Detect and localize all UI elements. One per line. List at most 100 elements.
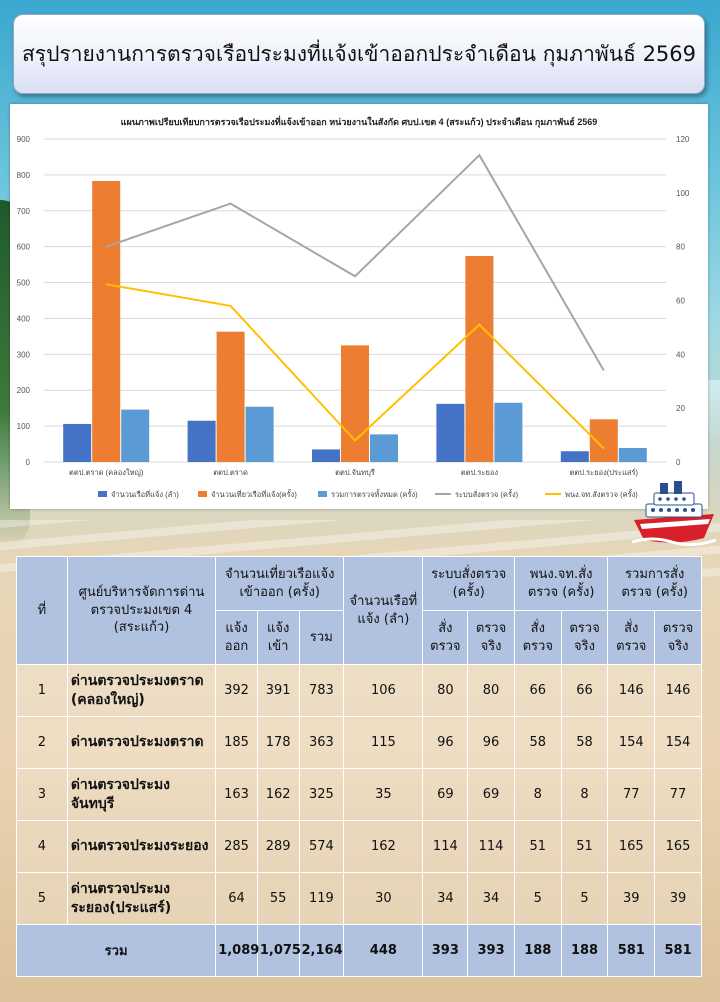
row-officer-ordered: 51 [513,820,562,873]
row-total-actual: 39 [654,872,702,925]
table-row: 2 ด่านตรวจประมงตราด 185 178 363 115 96 9… [16,716,702,769]
header-total-ordered: สั่งตรวจ [607,610,656,665]
header-boats: จำนวนเรือที่แจ้ง (ลำ) [343,556,424,665]
right-axis-tick-label: 40 [676,350,685,359]
row-officer-actual: 51 [560,820,609,873]
bar [618,448,647,462]
header-center: ศูนย์บริหารจัดการด่านตรวจประมงเขต 4 (สระ… [66,556,217,665]
bar [436,403,465,462]
total-system-actual: 393 [467,924,515,977]
row-officer-actual: 66 [560,664,609,717]
header-trips-total: รวม [298,610,345,665]
row-no: 2 [16,716,68,769]
row-system-ordered: 34 [422,872,469,925]
row-in: 55 [256,872,300,925]
row-out: 185 [215,716,258,769]
row-total: 119 [298,872,345,925]
row-system-ordered: 69 [422,768,469,821]
legend-swatch [198,491,207,497]
header-officer-ordered: สั่งตรวจ [513,610,562,665]
row-total-actual: 146 [654,664,702,717]
row-total: 783 [298,664,345,717]
bar [121,409,150,462]
row-no: 5 [16,872,68,925]
row-name: ด่านตรวจประมงจันทบุรี [66,768,217,821]
header-system-ordered: สั่งตรวจ [422,610,469,665]
row-system-ordered: 80 [422,664,469,717]
total-in: 1,075 [256,924,301,977]
left-axis-tick-label: 100 [17,422,31,431]
left-axis-tick-label: 700 [17,207,31,216]
row-boats: 162 [343,820,424,873]
row-boats: 115 [343,716,424,769]
total-total-ordered: 581 [607,924,656,977]
row-total-actual: 77 [654,768,702,821]
total-officer-ordered: 188 [513,924,562,977]
header-no: ที่ [16,556,68,665]
bar [216,331,245,462]
bar [589,419,618,462]
bar [370,434,398,462]
row-out: 285 [215,820,258,873]
bar [187,420,216,462]
header-total-orders: รวมการสั่งตรวจ (ครั้ง) [607,556,702,611]
row-name: ด่านตรวจประมงตราด (คลองใหญ่) [66,664,217,717]
total-out: 1,089 [215,924,259,977]
legend-swatch [318,491,327,497]
legend-swatch [98,491,107,497]
left-axis-tick-label: 800 [17,171,31,180]
cruise-ship-icon [631,481,717,547]
chart-panel: แผนภาพเปรียบเทียบการตรวจเรือประมงที่แจ้ง… [10,104,708,509]
combo-chart: แผนภาพเปรียบเทียบการตรวจเรือประมงที่แจ้ง… [17,115,690,499]
row-system-ordered: 96 [422,716,469,769]
row-officer-actual: 8 [560,768,609,821]
header-trips: จำนวนเที่ยวเรือแจ้งเข้าออก (ครั้ง) [215,556,345,611]
series-line [105,153,605,372]
row-total-ordered: 39 [607,872,656,925]
table-total-row: รวม 1,089 1,075 2,164 448 393 393 188 18… [15,924,702,977]
row-no: 4 [16,820,68,873]
bar [245,406,274,462]
page-title: สรุปรายงานการตรวจเรือประมงที่แจ้งเข้าออก… [21,41,697,66]
chart-title: แผนภาพเปรียบเทียบการตรวจเรือประมงที่แจ้ง… [121,115,598,128]
row-out: 163 [215,768,258,821]
row-total-ordered: 146 [607,664,656,717]
right-axis-tick-label: 0 [676,458,681,467]
row-total-actual: 165 [654,820,702,873]
row-officer-ordered: 58 [513,716,562,769]
left-axis-tick-label: 200 [17,386,31,395]
left-axis-tick-label: 300 [17,350,31,359]
header-total-actual: ตรวจจริง [654,610,702,665]
row-name: ด่านตรวจประมงตราด [66,716,217,769]
category-tick-label: ตตป.ตราด [213,468,248,477]
total-label: รวม [15,924,217,977]
left-axis-tick-label: 600 [17,243,31,252]
row-boats: 35 [343,768,424,821]
table-row: 5 ด่านตรวจประมงระยอง(ประแสร์) 64 55 119 … [16,872,702,925]
row-total-ordered: 165 [607,820,656,873]
row-total-ordered: 77 [607,768,656,821]
legend-label: ระบบสั่งตรวจ (ครั้ง) [455,489,519,499]
category-tick-label: ตตป.จันทบุรี [335,468,375,477]
row-officer-ordered: 8 [513,768,562,821]
row-in: 289 [256,820,300,873]
row-name: ด่านตรวจประมงระยอง [66,820,217,873]
left-axis-tick-label: 500 [17,279,31,288]
row-in: 391 [256,664,300,717]
right-axis-tick-label: 100 [676,189,690,198]
header-trips-out: แจ้งออก [215,610,258,665]
total-officer-actual: 188 [560,924,609,977]
row-total: 325 [298,768,345,821]
legend-label: รวมการตรวจทั้งหมด (ครั้ง) [331,489,418,499]
row-no: 1 [16,664,68,717]
header-officer-orders: พนง.จท.สั่งตรวจ (ครั้ง) [513,556,609,611]
left-axis-tick-label: 0 [26,458,31,467]
row-total: 363 [298,716,345,769]
header-trips-in: แจ้งเข้า [256,610,300,665]
category-tick-label: ตตป.ระยอง [461,468,499,477]
header-officer-actual: ตรวจจริง [560,610,609,665]
row-boats: 30 [343,872,424,925]
row-out: 392 [215,664,258,717]
right-axis-tick-label: 120 [676,135,690,144]
row-system-actual: 80 [467,664,515,717]
